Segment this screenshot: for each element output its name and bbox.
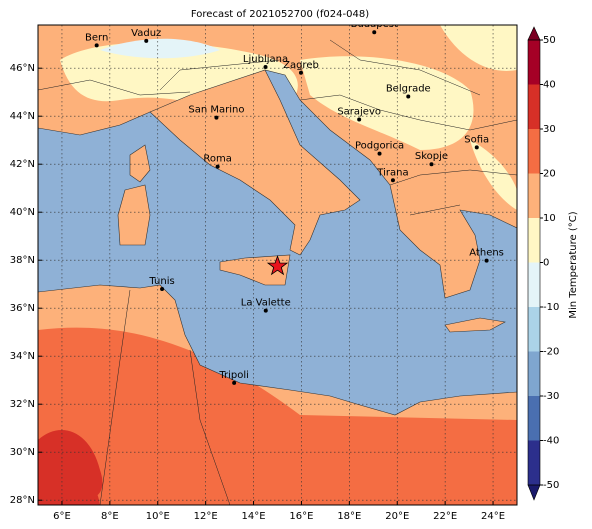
title: Forecast of 2021052700 (f024-048) (191, 9, 369, 20)
colorbar-extend-low (527, 484, 541, 501)
colorbar-segment (528, 351, 540, 396)
land-hot (38, 430, 103, 505)
city-label: Bern (85, 32, 108, 43)
colorbar-tick-label: 0 (543, 258, 549, 269)
colorbar-segment (528, 396, 540, 441)
x-tick-label: 8°E (101, 511, 119, 522)
map-frame (37, 24, 518, 506)
city-dot (94, 43, 99, 48)
sicily (219, 254, 291, 286)
colorbar-tick-label: 10 (543, 213, 556, 224)
x-tick-label: 16°E (289, 511, 313, 522)
city-label: Sofia (464, 134, 489, 145)
grid (38, 25, 517, 505)
colorbar-segment (528, 440, 540, 485)
city-label: Tirana (376, 167, 408, 178)
y-tick-label: 46°N (10, 63, 35, 74)
city-label: Tunis (148, 276, 174, 287)
city-dot (232, 380, 237, 385)
y-tick-label: 44°N (10, 111, 35, 122)
city-dot (406, 94, 411, 99)
city-dot (263, 308, 268, 313)
city-dot (215, 164, 220, 169)
colorbar-segment (528, 218, 540, 263)
colorbar-tick-label: 20 (543, 169, 556, 180)
colorbar-tick-label: 50 (543, 35, 556, 46)
city-label: Tripoli (218, 370, 249, 381)
city-dot (484, 258, 489, 263)
x-tick-label: 10°E (146, 511, 170, 522)
crete (444, 317, 506, 333)
colorbar-tick-label: -20 (543, 347, 559, 358)
land-cold (100, 38, 220, 59)
x-tick-label: 14°E (242, 511, 266, 522)
city-dot (144, 38, 149, 43)
colorbar-segment (528, 84, 540, 129)
city-label: San Marino (188, 105, 244, 116)
land-mild (60, 25, 517, 210)
x-tick-label: 6°E (53, 511, 71, 522)
y-tick-label: 40°N (10, 207, 35, 218)
x-tick-label: 12°E (194, 511, 218, 522)
colorbar-segment (528, 173, 540, 218)
city-label: Sarajevo (337, 107, 381, 118)
colorbar-segment (528, 40, 540, 85)
x-tick-label: 24°E (481, 511, 505, 522)
city-dot (298, 70, 303, 75)
map-ticks: 6°E 8°E 10°E 12°E 14°E 16°E 18°E 20°E 22°E 24°E 28… (10, 63, 505, 522)
city-label: Belgrade (386, 84, 431, 95)
borders (38, 39, 517, 505)
city-dot (214, 115, 219, 120)
colorbar-extend-high (527, 26, 541, 41)
city-label: La Valette (241, 298, 291, 309)
colorbar-segment (528, 262, 540, 307)
city-label: Ljubljana (243, 54, 288, 65)
x-tick-label: 18°E (337, 511, 361, 522)
y-tick-label: 42°N (10, 159, 35, 170)
y-tick-label: 34°N (10, 351, 35, 362)
y-tick-label: 30°N (10, 447, 35, 458)
x-tick-label: 22°E (433, 511, 457, 522)
colorbar-tick-label: 30 (543, 124, 556, 135)
city-label: Athens (469, 248, 504, 259)
colorbar-tick-label: -50 (543, 480, 559, 491)
city-dot (474, 145, 479, 150)
colorbar-tick-label: -10 (543, 302, 559, 313)
city-label: Roma (203, 154, 232, 165)
sea (38, 69, 517, 416)
colorbar-tick-label: -40 (543, 436, 559, 447)
city-label: Podgorica (355, 141, 404, 152)
corsica (129, 144, 151, 183)
city-dot (372, 30, 377, 35)
colorbar-segment (528, 129, 540, 174)
city-dot (429, 162, 434, 167)
colorbar-tick-label: -30 (543, 391, 559, 402)
x-tick-label: 20°E (385, 511, 409, 522)
city-dot (263, 65, 268, 69)
marker-star (266, 254, 289, 276)
y-tick-label: 38°N (10, 255, 35, 266)
colorbar: -50 -40 -30 -20 -10 0 10 20 30 40 50 (527, 26, 559, 501)
city-dot (377, 151, 382, 156)
y-tick-label: 36°N (10, 303, 35, 314)
sardinia (117, 184, 151, 246)
colorbar-tick-label: 40 (543, 80, 556, 91)
city-label: Zagreb (283, 60, 319, 71)
colorbar-label: Min Temperature (°C) (568, 211, 579, 318)
y-tick-label: 28°N (10, 495, 35, 506)
y-tick-label: 32°N (10, 399, 35, 410)
city-label: Vaduz (131, 28, 161, 39)
city-dot (357, 117, 362, 122)
city-dot (390, 178, 395, 183)
colorbar-segment (528, 307, 540, 352)
city-dot (160, 287, 165, 291)
city-label: Skopje (415, 151, 448, 162)
land-warm (38, 327, 517, 505)
city-label: Budapest (351, 19, 398, 30)
